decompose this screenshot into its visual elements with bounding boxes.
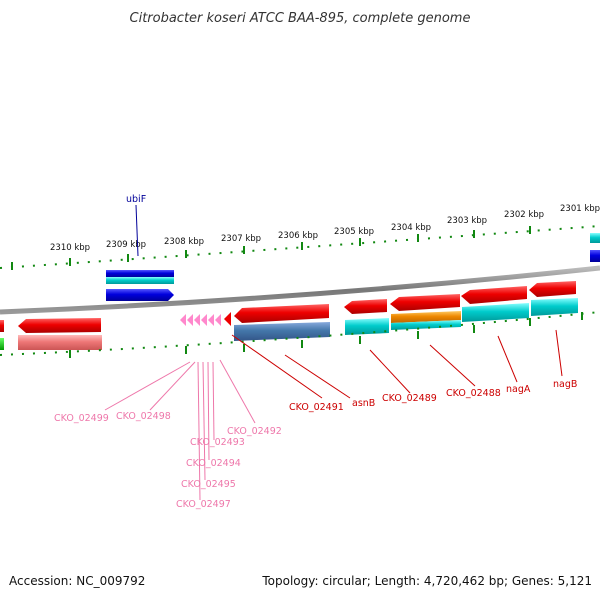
- gene-ubiF[interactable]: [106, 270, 174, 277]
- gene-nagB[interactable]: [529, 281, 576, 297]
- scale-label-2301: 2301 kbp: [560, 204, 600, 214]
- reverse-strand-genes: [0, 281, 578, 350]
- map-title: Citrobacter koseri ATCC BAA-895, complet…: [130, 11, 471, 26]
- footer-topology: Topology: circular; Length: 4,720,462 bp…: [261, 574, 592, 588]
- rna-gene-1[interactable]: [180, 314, 186, 326]
- upper-scale-ruler: [0, 225, 600, 269]
- gene-ubiF-cds[interactable]: [106, 277, 174, 284]
- rna-gene-2[interactable]: [187, 314, 193, 326]
- gene-label-CKO_02492[interactable]: CKO_02492: [227, 426, 282, 437]
- lower-scale-ruler: [0, 311, 600, 356]
- pink-leaders: [104, 359, 256, 501]
- gene-label-CKO_02497[interactable]: CKO_02497: [176, 499, 231, 510]
- gene-CKO_02488-orange[interactable]: [391, 311, 461, 323]
- gene-nagB-cds[interactable]: [531, 298, 578, 316]
- scale-label-2303: 2303 kbp: [447, 216, 487, 226]
- gene-CKO_02488[interactable]: [390, 294, 460, 311]
- gene-ubiF-arrow[interactable]: [106, 289, 174, 301]
- genome-backbone: [0, 265, 600, 315]
- gene-label-CKO_02493[interactable]: CKO_02493: [190, 437, 245, 448]
- scale-label-2306: 2306 kbp: [278, 231, 318, 241]
- gene-CKO_02491[interactable]: [234, 304, 329, 323]
- gene-edge-cyan[interactable]: [590, 233, 600, 243]
- rna-gene-4[interactable]: [201, 314, 207, 326]
- gene-CKO_02488-cds[interactable]: [391, 320, 461, 330]
- gene-CKO_02489-cds[interactable]: [345, 318, 389, 335]
- gene-CKO_02489[interactable]: [344, 299, 387, 314]
- scale-label-2304: 2304 kbp: [391, 223, 431, 233]
- gene-CKO_02492-small[interactable]: [224, 312, 231, 326]
- red-leaders: [231, 329, 563, 399]
- scale-label-2309: 2309 kbp: [106, 240, 146, 250]
- leader-ubiF: [135, 204, 139, 257]
- scale-label-2310: 2310 kbp: [50, 243, 90, 253]
- lower-major-ticks: [69, 312, 583, 358]
- gene-edge-red[interactable]: [0, 320, 4, 332]
- scale-label-2302: 2302 kbp: [504, 210, 544, 220]
- gene-label-CKO_02495[interactable]: CKO_02495: [181, 479, 236, 490]
- gene-label-CKO_02499[interactable]: CKO_02499: [54, 413, 109, 424]
- gene-label-CKO_02494[interactable]: CKO_02494: [186, 458, 241, 469]
- gene-label-CKO_02489[interactable]: CKO_02489: [382, 393, 437, 404]
- rna-gene-6[interactable]: [215, 314, 221, 326]
- gene-label-ubiF[interactable]: ubiF: [126, 194, 146, 205]
- scale-label-2305: 2305 kbp: [334, 227, 374, 237]
- gene-label-CKO_02488[interactable]: CKO_02488: [446, 388, 501, 399]
- gene-label-asnB[interactable]: asnB: [352, 398, 375, 409]
- rna-gene-5[interactable]: [208, 314, 214, 326]
- scale-label-2308: 2308 kbp: [164, 237, 204, 247]
- gene-label-nagB[interactable]: nagB: [553, 379, 577, 390]
- gene-asnB[interactable]: [234, 322, 330, 341]
- forward-strand-genes: [106, 233, 600, 301]
- gene-left-red[interactable]: [18, 318, 101, 333]
- footer-accession: Accession: NC_009792: [9, 574, 145, 588]
- gene-label-CKO_02491[interactable]: CKO_02491: [289, 402, 344, 413]
- gene-label-CKO_02498[interactable]: CKO_02498: [116, 411, 171, 422]
- gene-edge-green[interactable]: [0, 338, 4, 350]
- gene-edge-blue[interactable]: [590, 250, 600, 262]
- gene-label-nagA[interactable]: nagA: [506, 384, 531, 395]
- gene-nagA[interactable]: [461, 286, 527, 304]
- upper-major-ticks: [11, 226, 531, 270]
- gene-nagA-cds[interactable]: [462, 303, 529, 322]
- rna-gene-3[interactable]: [194, 314, 200, 326]
- scale-label-2307: 2307 kbp: [221, 234, 261, 244]
- gene-left-salmon[interactable]: [18, 335, 102, 350]
